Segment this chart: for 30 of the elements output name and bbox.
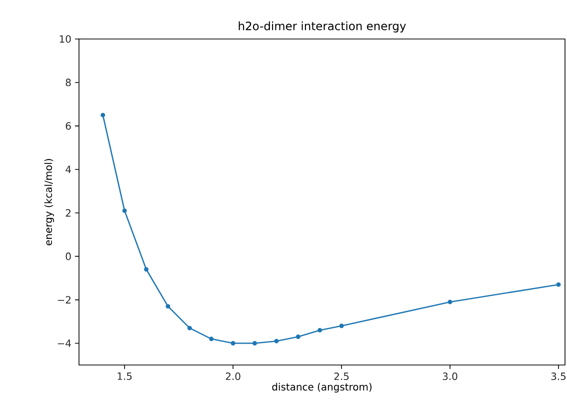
point [296,334,300,339]
y-tick-label: −4 [58,340,71,347]
chart-title: h2o-dimer interaction energy [238,21,406,32]
x-tick-label: 2.0 [226,372,240,380]
y-tick-label: 8 [66,78,71,86]
y-tick-label: −2 [58,296,70,304]
y-axis-title: energy (kcal/mol) [44,159,54,246]
point [122,208,127,213]
point [209,336,214,342]
point [166,304,170,309]
x-axis-title: distance (angstrom) [272,382,372,393]
point [252,341,257,346]
point [187,326,192,330]
point [230,341,236,346]
point [100,112,106,118]
point [448,300,452,304]
point [274,338,279,344]
point [339,324,344,328]
point [318,328,322,332]
point [556,282,561,287]
y-tick-label: 0 [66,252,71,260]
point [144,267,149,272]
y-tick-label: 10 [60,35,71,43]
y-tick-label: 4 [66,166,71,174]
x-tick-label: 1.5 [118,372,132,380]
y-tick-label: 6 [66,122,71,130]
y-tick-label: 2 [66,209,70,217]
x-tick-label: 3.5 [551,372,566,380]
x-tick-label: 2.5 [334,372,349,380]
x-tick-label: 3.0 [442,372,458,380]
